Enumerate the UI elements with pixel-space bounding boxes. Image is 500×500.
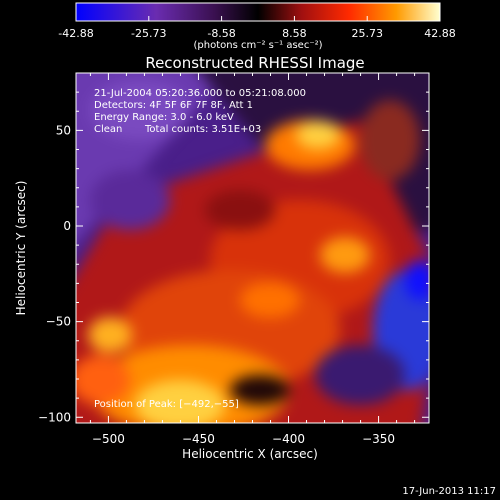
colorbar-ticks: -42.88 -25.73 -8.58 8.58 25.73 42.88 xyxy=(58,16,456,40)
colorbar-gradient xyxy=(75,2,441,22)
heatmap-image xyxy=(76,73,429,423)
colorbar-tick-label: 25.73 xyxy=(351,27,383,40)
x-axis-label: Heliocentric X (arcsec) xyxy=(182,447,318,461)
footer-timestamp: 17-Jun-2013 11:17 xyxy=(402,486,496,497)
colorbar: -42.88 -25.73 -8.58 8.58 25.73 42.88 (photons… xyxy=(58,2,456,51)
y-tick-label: −50 xyxy=(46,315,71,329)
y-tick-label: 0 xyxy=(63,219,71,233)
chart-title: Reconstructed RHESSI Image xyxy=(145,54,364,72)
y-axis-label: Heliocentric Y (arcsec) xyxy=(14,181,28,316)
x-tick-label: −350 xyxy=(362,432,395,446)
x-tick-label: −500 xyxy=(92,432,125,446)
colorbar-tick-label: -8.58 xyxy=(207,27,235,40)
info-energy-range: Energy Range: 3.0 - 6.0 keV xyxy=(94,112,234,123)
colorbar-unit-label: (photons cm⁻² s⁻¹ asec⁻²) xyxy=(193,40,322,51)
info-time-range: 21-Jul-2004 05:20:36.000 to 05:21:08.000 xyxy=(94,88,306,99)
colorbar-tick-label: 8.58 xyxy=(282,27,307,40)
colorbar-tick-label: 42.88 xyxy=(424,27,456,40)
info-clean: Clean xyxy=(94,124,122,135)
colorbar-tick-label: -42.88 xyxy=(58,27,93,40)
info-detectors: Detectors: 4F 5F 6F 7F 8F, Att 1 xyxy=(94,100,253,111)
x-tick-label: −400 xyxy=(272,432,305,446)
info-total-counts: Total counts: 3.51E+03 xyxy=(144,124,261,135)
info-block: 21-Jul-2004 05:20:36.000 to 05:21:08.000… xyxy=(94,88,306,135)
x-tick-label: −450 xyxy=(182,432,215,446)
colorbar-tick-label: -25.73 xyxy=(131,27,166,40)
y-tick-label: −100 xyxy=(38,410,71,424)
peak-position-label: Position of Peak: [−492,−55] xyxy=(94,399,239,410)
y-tick-label: 50 xyxy=(56,123,71,137)
